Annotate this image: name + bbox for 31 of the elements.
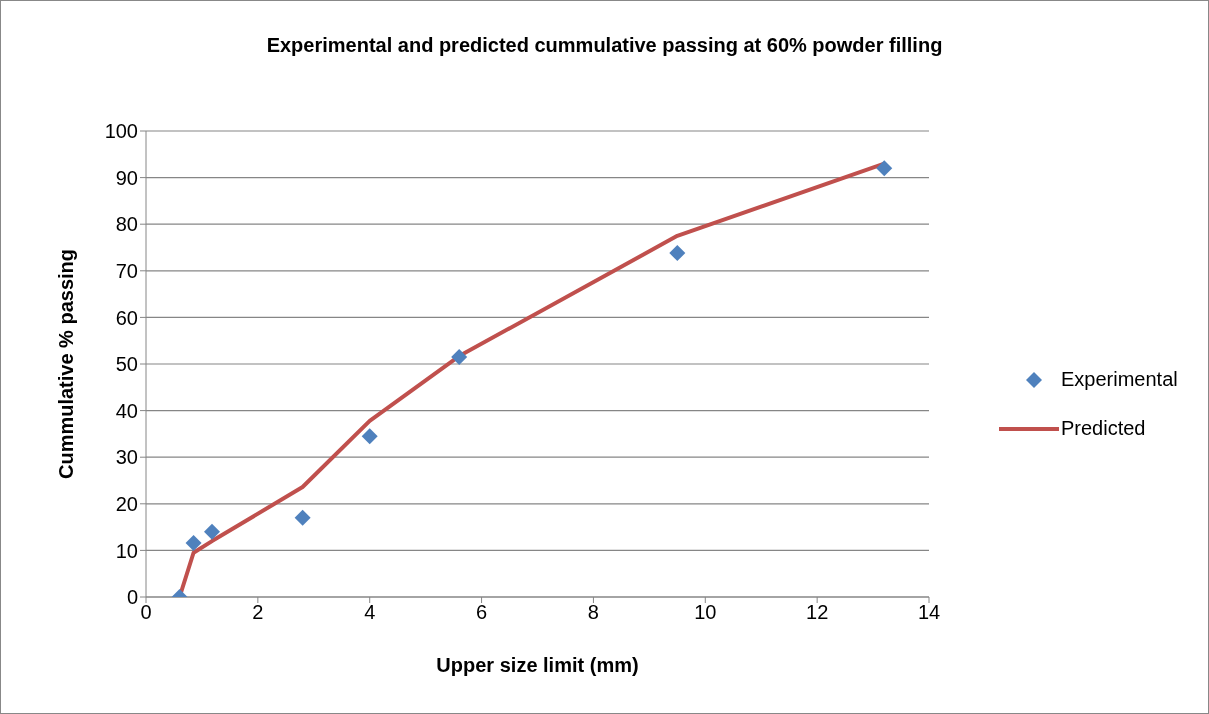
point xyxy=(204,523,220,540)
y-tick-label: 70 xyxy=(115,259,138,282)
x-tick-label: 4 xyxy=(364,601,376,624)
y-tick-label: 60 xyxy=(115,306,138,329)
y-tick-label: 80 xyxy=(115,213,138,236)
x-tick-label: 14 xyxy=(917,601,941,624)
y-tick-label: 90 xyxy=(115,166,138,189)
x-tick-label: 10 xyxy=(694,601,717,624)
point xyxy=(669,245,686,262)
y-axis-title: Cummulative % passing xyxy=(55,248,78,480)
x-tick-label: 6 xyxy=(476,601,488,624)
point xyxy=(876,160,893,177)
y-tick-label: 50 xyxy=(115,353,138,376)
y-tick-label: 0 xyxy=(126,586,138,609)
point xyxy=(185,534,202,551)
x-tick-label: 12 xyxy=(806,601,829,624)
point xyxy=(361,428,378,445)
chart-title: Experimental and predicted cummulative passing at 60% powder filling xyxy=(265,34,944,57)
y-tick-label: 100 xyxy=(104,120,138,143)
legend-label: Predicted xyxy=(1061,417,1146,440)
point xyxy=(294,509,311,526)
x-tick-label: 0 xyxy=(140,601,152,624)
x-tick-label: 8 xyxy=(587,601,599,624)
y-tick-label: 10 xyxy=(115,539,138,562)
y-tick-label: 30 xyxy=(115,446,138,469)
y-tick-label: 40 xyxy=(115,399,138,422)
legend-label: Experimental xyxy=(1061,368,1178,391)
point xyxy=(451,349,468,366)
y-tick-label: 20 xyxy=(115,492,138,515)
x-axis-title: Upper size limit (mm) xyxy=(436,654,639,676)
x-tick-label: 2 xyxy=(252,601,264,624)
